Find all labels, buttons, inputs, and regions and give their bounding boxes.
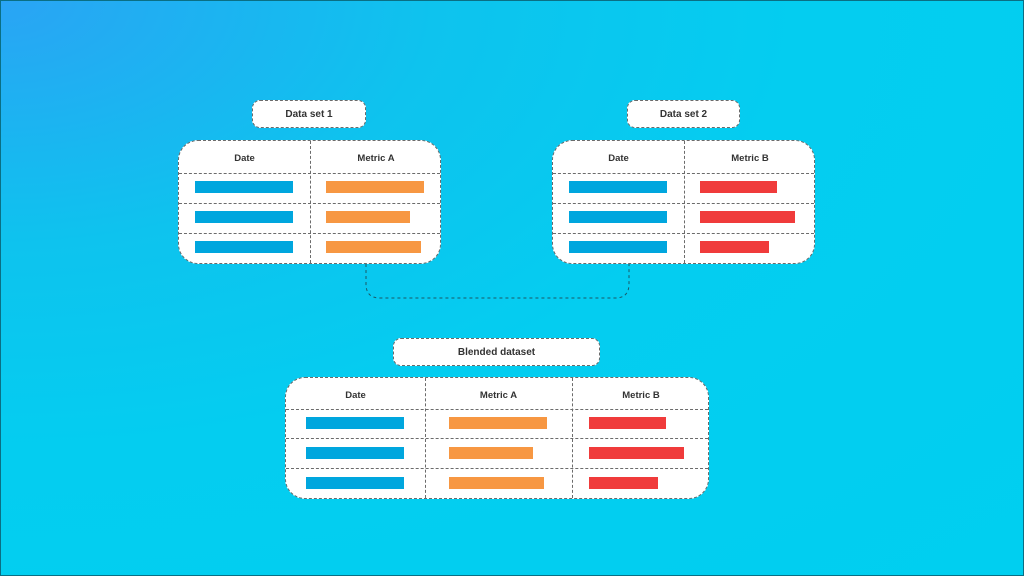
- date-bar: [306, 477, 404, 489]
- date-bar: [195, 181, 293, 193]
- metric-b-bar: [589, 447, 684, 459]
- row-divider: [553, 233, 814, 234]
- blended-table: Date Metric A Metric B: [285, 377, 709, 499]
- row-divider: [179, 203, 440, 204]
- metric-a-bar: [449, 417, 547, 429]
- metric-a-bar: [326, 241, 421, 253]
- metric-b-bar: [589, 477, 658, 489]
- dataset2-header-metric: Metric B: [731, 152, 769, 164]
- metric-b-bar: [700, 181, 777, 193]
- dataset2-title: Data set 2: [627, 100, 740, 128]
- dataset2-table: Date Metric B: [552, 140, 815, 264]
- row-divider: [553, 173, 814, 174]
- dataset2-header-date: Date: [608, 152, 629, 164]
- blended-title: Blended dataset: [393, 338, 600, 366]
- metric-b-bar: [589, 417, 666, 429]
- blended-header-metric-a: Metric A: [479, 389, 518, 401]
- date-bar: [569, 211, 667, 223]
- column-divider: [684, 141, 685, 263]
- blended-header-metric-b: Metric B: [622, 389, 660, 401]
- dataset1-title: Data set 1: [252, 100, 366, 128]
- dataset1-header-date: Date: [234, 152, 255, 164]
- date-bar: [569, 181, 667, 193]
- metric-a-bar: [326, 181, 424, 193]
- date-bar: [569, 241, 667, 253]
- dataset1-header-metric: Metric A: [357, 152, 395, 164]
- row-divider: [286, 468, 708, 469]
- row-divider: [286, 438, 708, 439]
- metric-b-bar: [700, 241, 769, 253]
- row-divider: [553, 203, 814, 204]
- metric-b-bar: [700, 211, 795, 223]
- metric-a-bar: [449, 477, 544, 489]
- row-divider: [179, 233, 440, 234]
- date-bar: [195, 211, 293, 223]
- date-bar: [306, 447, 404, 459]
- date-bar: [306, 417, 404, 429]
- column-divider: [310, 141, 311, 263]
- date-bar: [195, 241, 293, 253]
- row-divider: [286, 409, 708, 410]
- metric-a-bar: [449, 447, 533, 459]
- dataset1-table: Date Metric A: [178, 140, 441, 264]
- metric-a-bar: [326, 211, 410, 223]
- row-divider: [179, 173, 440, 174]
- blended-header-date: Date: [345, 389, 366, 401]
